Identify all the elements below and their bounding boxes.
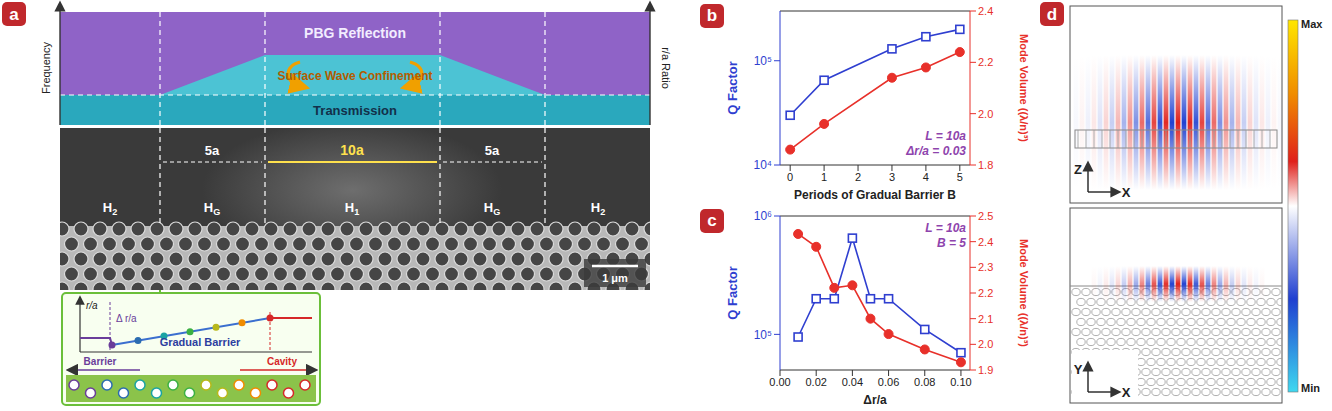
- svg-text:1 μm: 1 μm: [602, 272, 628, 284]
- svg-text:HG: HG: [484, 200, 500, 217]
- svg-text:d: d: [1047, 5, 1057, 24]
- svg-text:2.4: 2.4: [978, 236, 993, 248]
- svg-text:0.04: 0.04: [842, 376, 863, 388]
- svg-text:Cavity: Cavity: [267, 356, 297, 367]
- svg-text:HG: HG: [204, 200, 220, 217]
- svg-text:Gradual Barrier: Gradual Barrier: [160, 336, 241, 348]
- svg-text:Barrier: Barrier: [84, 356, 117, 367]
- svg-text:0: 0: [787, 171, 793, 183]
- svg-text:2: 2: [855, 171, 861, 183]
- svg-text:Frequency: Frequency: [40, 42, 52, 94]
- svg-text:5: 5: [957, 171, 963, 183]
- svg-text:0.10: 0.10: [950, 376, 971, 388]
- svg-text:Periods of Gradual Barrier B: Periods of Gradual Barrier B: [794, 188, 956, 202]
- svg-text:Q Factor: Q Factor: [726, 266, 740, 319]
- svg-text:Q Factor: Q Factor: [726, 61, 740, 114]
- svg-text:X: X: [1122, 185, 1131, 200]
- svg-text:1: 1: [821, 171, 827, 183]
- svg-text:2.5: 2.5: [978, 210, 993, 222]
- svg-text:4: 4: [923, 171, 929, 183]
- svg-text:1.9: 1.9: [978, 364, 993, 376]
- svg-text:Y: Y: [1074, 362, 1083, 377]
- html-text:B = 5: B = 5: [937, 236, 966, 250]
- svg-text:Surface Wave Confinement: Surface Wave Confinement: [278, 69, 433, 83]
- svg-text:H2: H2: [591, 200, 605, 217]
- svg-text:2.0: 2.0: [978, 338, 993, 350]
- svg-text:0.02: 0.02: [805, 376, 826, 388]
- svg-text:10⁵: 10⁵: [754, 54, 772, 68]
- svg-text:0.00: 0.00: [769, 376, 790, 388]
- svg-text:0.08: 0.08: [914, 376, 935, 388]
- svg-text:5a: 5a: [485, 143, 500, 158]
- svg-text:a: a: [9, 5, 19, 24]
- html-text:b: b: [706, 6, 718, 25]
- svg-text:2.0: 2.0: [978, 108, 993, 120]
- svg-text:r/a Ratio: r/a Ratio: [660, 47, 672, 89]
- html-text:L = 10a: L = 10a: [925, 221, 966, 235]
- svg-text:10a: 10a: [340, 142, 364, 158]
- svg-text:r/a: r/a: [86, 300, 98, 311]
- svg-text:Δ r/a: Δ r/a: [116, 313, 137, 324]
- html-text:Δr/a = 0.03: Δr/a = 0.03: [906, 144, 966, 158]
- svg-text:10⁵: 10⁵: [754, 328, 772, 342]
- svg-text:2.2: 2.2: [978, 56, 993, 68]
- svg-text:5a: 5a: [205, 143, 220, 158]
- svg-text:0.06: 0.06: [878, 376, 899, 388]
- svg-text:1.8: 1.8: [978, 159, 993, 171]
- svg-text:Z: Z: [1074, 162, 1082, 177]
- svg-text:Mode Volume ((λ/n)³): Mode Volume ((λ/n)³): [1018, 239, 1030, 347]
- svg-text:3: 3: [889, 171, 895, 183]
- svg-text:H1: H1: [345, 200, 359, 217]
- svg-text:Δr/a: Δr/a: [863, 393, 887, 407]
- svg-text:2.1: 2.1: [978, 313, 993, 325]
- svg-text:Transmission: Transmission: [313, 103, 397, 118]
- svg-text:10⁴: 10⁴: [753, 158, 772, 172]
- svg-text:Max: Max: [1301, 18, 1323, 30]
- html-text:c: c: [707, 211, 717, 230]
- svg-text:PBG Reflection: PBG Reflection: [304, 25, 406, 41]
- html-text:L = 10a: L = 10a: [925, 129, 966, 143]
- svg-text:H2: H2: [103, 200, 117, 217]
- svg-text:10⁶: 10⁶: [754, 209, 772, 223]
- svg-text:Min: Min: [1301, 382, 1320, 394]
- svg-text:2.4: 2.4: [978, 5, 993, 17]
- svg-text:2.2: 2.2: [978, 287, 993, 299]
- svg-text:X: X: [1122, 385, 1131, 400]
- svg-text:2.3: 2.3: [978, 261, 993, 273]
- svg-text:Mode Volume ((λ/n)³): Mode Volume ((λ/n)³): [1018, 34, 1030, 142]
